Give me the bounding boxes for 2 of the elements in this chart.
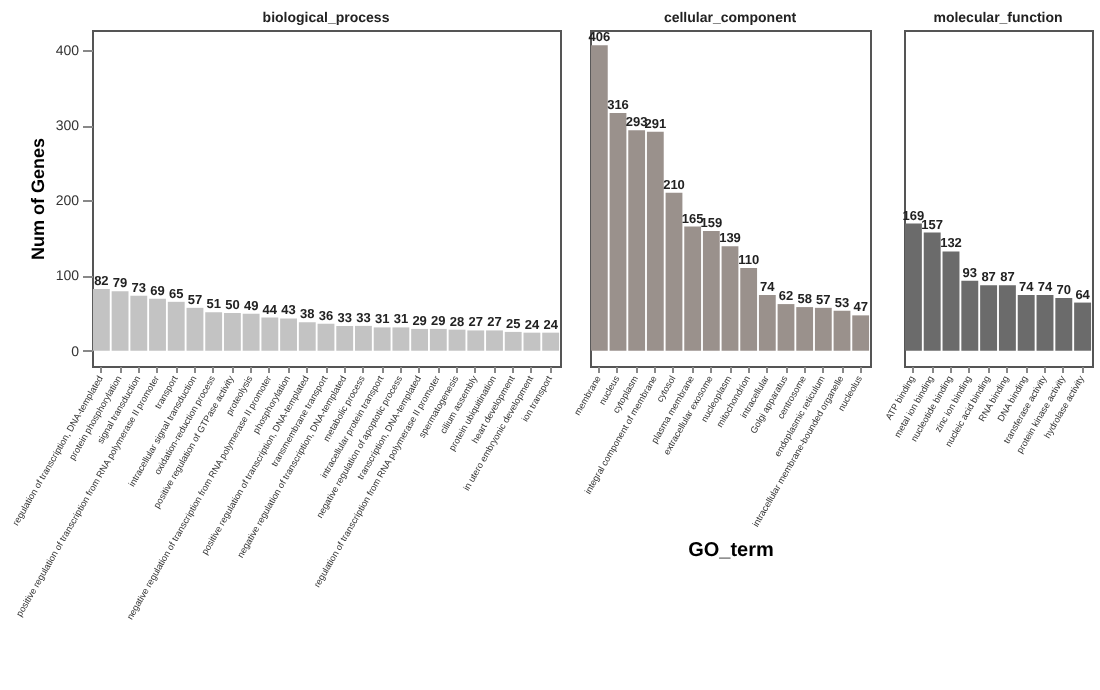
y-axis-title: Num of Genes	[27, 137, 48, 261]
x-axis-title: GO_term	[688, 540, 775, 563]
